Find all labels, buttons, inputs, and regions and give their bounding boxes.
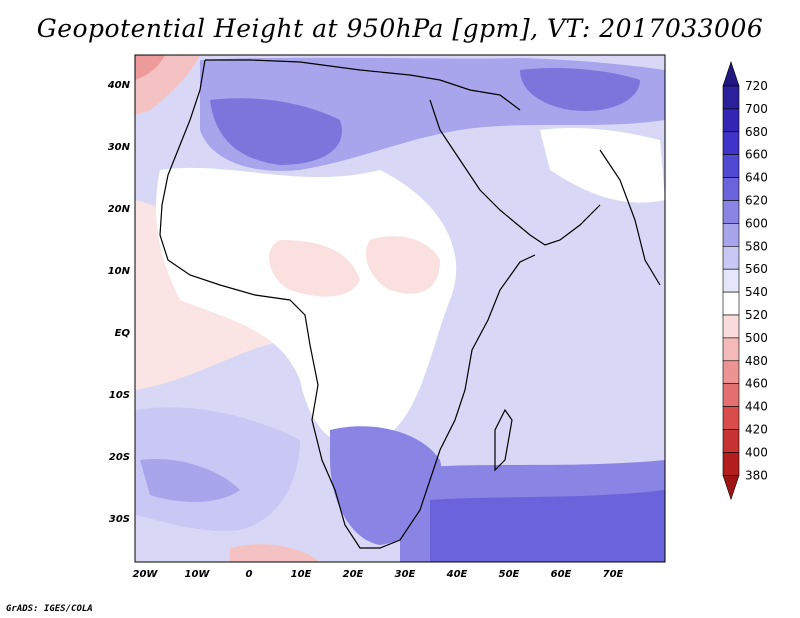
map-border bbox=[134, 54, 666, 563]
colorbar-level-label: 720 bbox=[745, 79, 768, 93]
colorbar-swatch bbox=[722, 177, 740, 201]
india-coastline bbox=[599, 149, 661, 286]
lon-label: 30E bbox=[395, 569, 416, 580]
colorbar-swatch bbox=[722, 268, 740, 293]
colorbar-level-label: 660 bbox=[745, 148, 768, 162]
colorbar-swatch bbox=[722, 360, 740, 384]
colorbar-swatch bbox=[722, 337, 740, 362]
colorbar-level-label: 540 bbox=[745, 285, 768, 299]
lat-label: EQ bbox=[115, 328, 131, 339]
colorbar-level-label: 480 bbox=[745, 354, 768, 368]
colorbar-swatch bbox=[722, 314, 740, 339]
colorbar-swatch bbox=[722, 131, 740, 156]
colorbar-swatch bbox=[722, 223, 740, 247]
colorbar-level-label: 420 bbox=[745, 423, 768, 437]
lower-region-nw bbox=[135, 55, 165, 80]
colorbar-level-label: 680 bbox=[745, 125, 768, 139]
colorbar-swatch bbox=[722, 452, 740, 476]
low-region-sahel bbox=[269, 240, 360, 297]
lon-label: 20E bbox=[343, 569, 364, 580]
lon-label: 20W bbox=[133, 569, 159, 580]
lon-label: 10W bbox=[185, 569, 211, 580]
colorbar-bottom-arrow bbox=[722, 474, 740, 501]
lat-label: 30N bbox=[108, 142, 131, 153]
grads-credit: GrADS: IGES/COLA bbox=[6, 604, 93, 614]
colorbar-swatch bbox=[722, 406, 740, 430]
lat-label: 30S bbox=[109, 514, 130, 525]
colorbar-swatch bbox=[722, 200, 740, 224]
colorbar-level-label: 600 bbox=[745, 216, 768, 230]
colorbar-swatch bbox=[722, 429, 740, 453]
colorbar-level-label: 580 bbox=[745, 239, 768, 253]
lon-label: 0 bbox=[246, 569, 253, 580]
colorbar-level-label: 460 bbox=[745, 377, 768, 391]
plot-title: Geopotential Height at 950hPa [gpm], VT:… bbox=[36, 14, 764, 43]
lat-label: 40N bbox=[107, 80, 131, 91]
colorbar: 720 700 680 660 640 620 600 580 560 540 520 500 480 4… bbox=[722, 61, 768, 501]
colorbar-level-label: 500 bbox=[745, 331, 768, 345]
lat-label: 20S bbox=[109, 452, 130, 463]
colorbar-top-arrow bbox=[722, 61, 740, 87]
higher-region-indian-ocean bbox=[430, 490, 665, 562]
lon-label: 10E bbox=[291, 569, 312, 580]
colorbar-swatch bbox=[722, 85, 740, 110]
higher-region-asia bbox=[520, 68, 640, 111]
colorbar-swatch bbox=[722, 108, 740, 133]
coastlines bbox=[159, 59, 601, 549]
colorbar-level-label: 400 bbox=[745, 445, 768, 459]
lat-label: 10N bbox=[108, 266, 131, 277]
latitude-axis: 40N 30N 20N 10N EQ 10S 20S 30S bbox=[107, 80, 131, 525]
higher-region-sahara bbox=[210, 98, 342, 165]
colorbar-swatch bbox=[722, 291, 740, 316]
lon-label: 60E bbox=[551, 569, 572, 580]
colorbar-level-label: 640 bbox=[745, 171, 768, 185]
colorbar-swatch bbox=[722, 383, 740, 407]
low-region-sw bbox=[230, 544, 320, 562]
lon-label: 70E bbox=[603, 569, 624, 580]
lat-label: 10S bbox=[109, 390, 130, 401]
colorbar-swatch bbox=[722, 154, 740, 178]
neutral-region-india bbox=[540, 128, 665, 203]
lat-label: 20N bbox=[108, 204, 131, 215]
colorbar-level-label: 440 bbox=[745, 400, 768, 414]
colorbar-level-label: 700 bbox=[745, 102, 768, 116]
longitude-axis: 20W 10W 0 10E 20E 30E 40E 50E 60E 70E bbox=[133, 569, 624, 580]
low-region-sudan bbox=[366, 236, 440, 294]
colorbar-swatch bbox=[722, 246, 740, 270]
madagascar-outline bbox=[494, 408, 513, 472]
colorbar-level-label: 560 bbox=[745, 262, 768, 276]
lon-label: 50E bbox=[499, 569, 520, 580]
colorbar-level-label: 380 bbox=[745, 468, 768, 482]
lon-label: 40E bbox=[446, 569, 468, 580]
map-panel bbox=[135, 55, 665, 562]
colorbar-level-label: 520 bbox=[745, 308, 768, 322]
colorbar-level-label: 620 bbox=[745, 194, 768, 208]
high-region-satlantic bbox=[140, 459, 240, 502]
